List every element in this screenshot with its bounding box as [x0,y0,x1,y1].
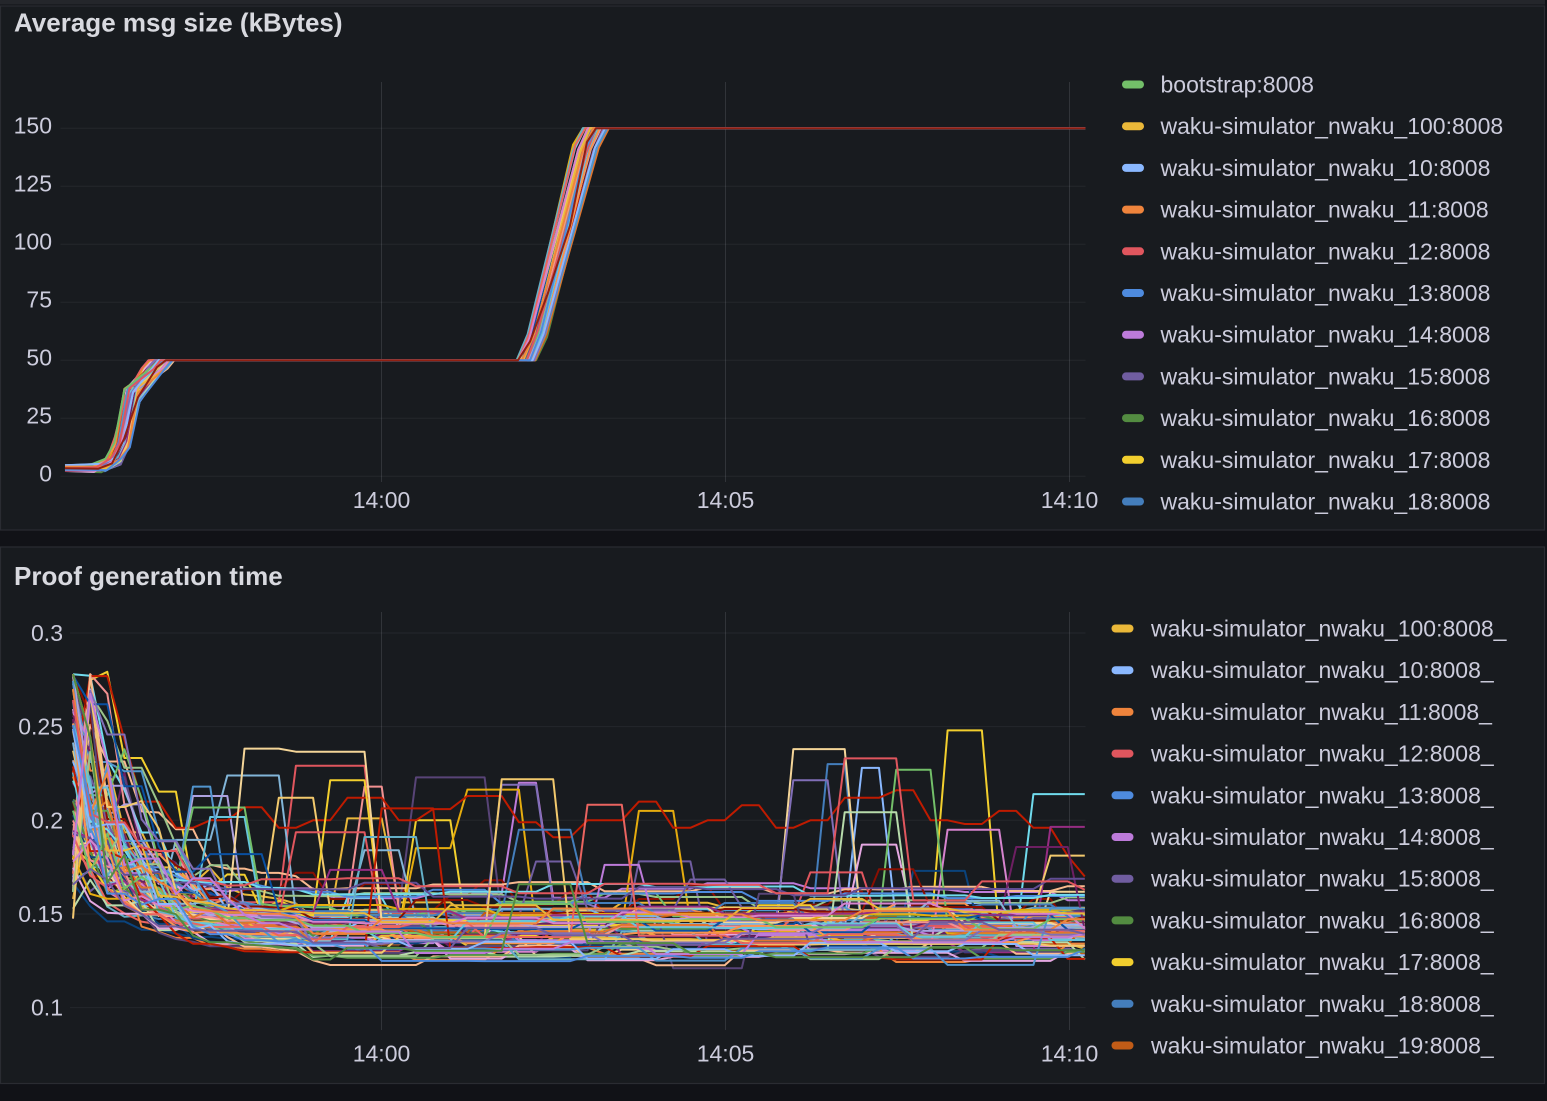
svg-text:14:00: 14:00 [353,1041,411,1067]
svg-text:waku-simulator_nwaku_18:8008: waku-simulator_nwaku_18:8008 [1160,489,1491,515]
svg-text:waku-simulator_nwaku_13:8008_: waku-simulator_nwaku_13:8008_ [1150,782,1495,808]
svg-text:25: 25 [26,403,52,429]
svg-text:50: 50 [26,345,52,371]
svg-text:14:05: 14:05 [697,487,755,513]
svg-text:Proof generation time: Proof generation time [14,561,283,591]
svg-text:0.15: 0.15 [18,901,63,927]
svg-text:waku-simulator_nwaku_14:8008_: waku-simulator_nwaku_14:8008_ [1150,824,1495,850]
svg-text:waku-simulator_nwaku_100:8008_: waku-simulator_nwaku_100:8008_ [1150,616,1508,642]
svg-text:waku-simulator_nwaku_15:8008_: waku-simulator_nwaku_15:8008_ [1150,866,1495,892]
svg-text:bootstrap:8008: bootstrap:8008 [1161,72,1314,98]
svg-text:waku-simulator_nwaku_18:8008_: waku-simulator_nwaku_18:8008_ [1150,991,1495,1017]
svg-text:waku-simulator_nwaku_15:8008: waku-simulator_nwaku_15:8008 [1160,363,1491,389]
svg-text:waku-simulator_nwaku_10:8008_: waku-simulator_nwaku_10:8008_ [1150,657,1495,683]
svg-text:0.25: 0.25 [18,714,63,740]
svg-text:0: 0 [39,461,52,487]
svg-text:125: 125 [14,171,52,197]
svg-text:waku-simulator_nwaku_11:8008: waku-simulator_nwaku_11:8008 [1160,197,1489,223]
svg-text:waku-simulator_nwaku_16:8008_: waku-simulator_nwaku_16:8008_ [1150,907,1495,933]
svg-text:100: 100 [14,229,52,255]
svg-text:waku-simulator_nwaku_14:8008: waku-simulator_nwaku_14:8008 [1160,322,1491,348]
svg-text:waku-simulator_nwaku_11:8008_: waku-simulator_nwaku_11:8008_ [1150,699,1493,725]
svg-text:14:10: 14:10 [1041,1041,1099,1067]
svg-text:0.3: 0.3 [31,620,63,646]
svg-text:0.2: 0.2 [31,807,63,833]
svg-text:150: 150 [14,113,52,139]
svg-text:Average msg size (kBytes): Average msg size (kBytes) [14,8,343,38]
svg-text:waku-simulator_nwaku_12:8008: waku-simulator_nwaku_12:8008 [1160,238,1491,264]
svg-text:75: 75 [26,287,52,313]
svg-text:0.1: 0.1 [31,995,63,1021]
svg-text:waku-simulator_nwaku_19:8008_: waku-simulator_nwaku_19:8008_ [1150,1033,1495,1059]
svg-text:waku-simulator_nwaku_17:8008_: waku-simulator_nwaku_17:8008_ [1150,949,1495,975]
svg-text:14:00: 14:00 [353,487,411,513]
svg-text:waku-simulator_nwaku_12:8008_: waku-simulator_nwaku_12:8008_ [1150,741,1495,767]
svg-text:waku-simulator_nwaku_10:8008: waku-simulator_nwaku_10:8008 [1160,155,1491,181]
svg-text:waku-simulator_nwaku_13:8008: waku-simulator_nwaku_13:8008 [1160,280,1491,306]
svg-text:waku-simulator_nwaku_100:8008: waku-simulator_nwaku_100:8008 [1160,113,1504,139]
svg-text:waku-simulator_nwaku_17:8008: waku-simulator_nwaku_17:8008 [1160,447,1491,473]
svg-text:waku-simulator_nwaku_16:8008: waku-simulator_nwaku_16:8008 [1160,405,1491,431]
svg-text:14:05: 14:05 [697,1041,755,1067]
svg-text:14:10: 14:10 [1041,487,1099,513]
